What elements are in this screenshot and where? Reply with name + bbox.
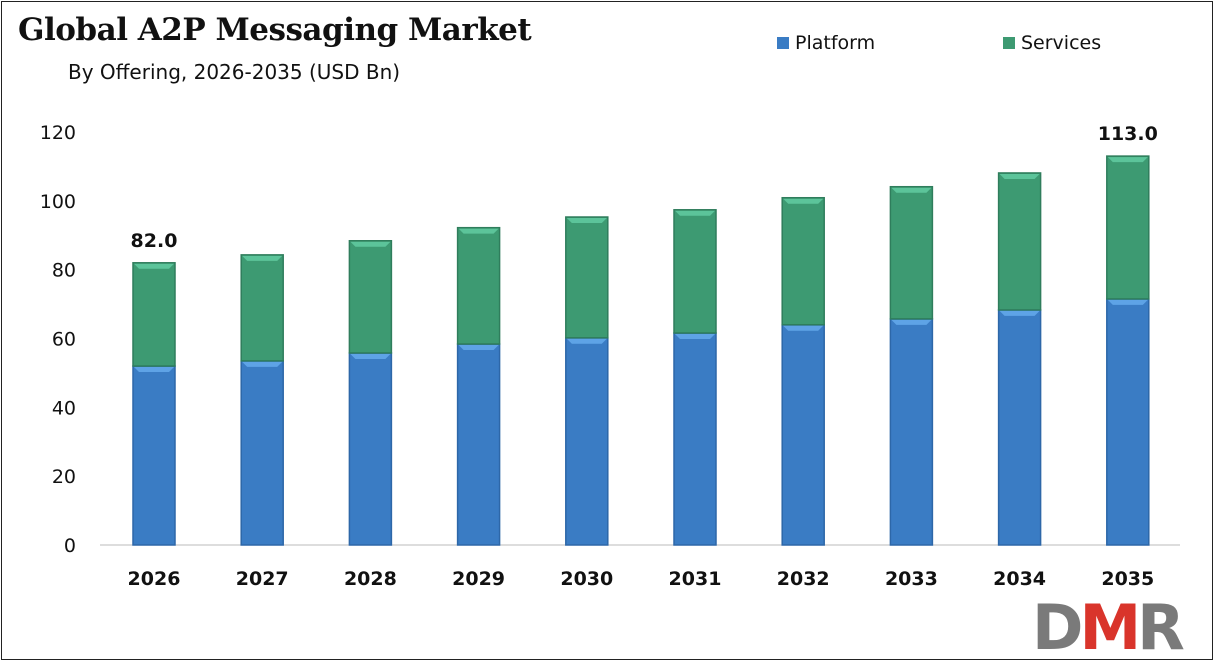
bar-platform-2033 bbox=[889, 318, 934, 546]
data-label: 113.0 bbox=[1098, 123, 1158, 145]
x-tick-label: 2026 bbox=[128, 568, 181, 590]
bar-services-2035 bbox=[1106, 155, 1150, 300]
bar-bevel bbox=[999, 173, 1040, 179]
dmr-logo: DMR bbox=[1032, 591, 1185, 664]
data-label: 82.0 bbox=[131, 230, 178, 252]
legend-swatch-platform bbox=[777, 37, 789, 49]
bar-bevel bbox=[1107, 157, 1148, 163]
bar-services-2030 bbox=[565, 216, 609, 339]
x-tick-label: 2033 bbox=[885, 568, 938, 590]
y-tick-label: 40 bbox=[52, 397, 76, 419]
x-tick-label: 2034 bbox=[993, 568, 1046, 590]
x-tick-label: 2031 bbox=[669, 568, 722, 590]
y-tick-label: 120 bbox=[40, 122, 76, 144]
legend-item-platform: Platform bbox=[777, 32, 875, 54]
y-tick-label: 20 bbox=[52, 466, 76, 488]
bar-bevel bbox=[242, 255, 283, 261]
bar-services-2031 bbox=[673, 209, 717, 334]
bar-services-2033 bbox=[889, 185, 934, 320]
chart-subtitle: By Offering, 2026-2035 (USD Bn) bbox=[68, 60, 401, 84]
bar-bevel bbox=[891, 187, 932, 193]
bar-platform-2030 bbox=[565, 337, 609, 546]
y-tick-label: 0 bbox=[64, 535, 76, 557]
bar-bevel bbox=[242, 361, 283, 367]
y-tick-label: 80 bbox=[52, 260, 76, 282]
bar-platform-2026 bbox=[132, 365, 176, 546]
bar-platform-2031 bbox=[673, 332, 717, 546]
bar-platform-2032 bbox=[781, 323, 825, 546]
legend-label-services: Services bbox=[1021, 32, 1102, 54]
bar-bevel bbox=[134, 367, 174, 373]
bar-bevel bbox=[458, 345, 499, 351]
legend-item-services: Services bbox=[1003, 32, 1101, 54]
bar-bevel bbox=[783, 325, 824, 331]
x-tick-label: 2028 bbox=[344, 568, 397, 590]
bar-platform-2034 bbox=[997, 309, 1042, 546]
x-tick-label: 2032 bbox=[777, 568, 830, 590]
bar-platform-2035 bbox=[1106, 298, 1150, 546]
bar-bevel bbox=[675, 333, 715, 339]
bar-bevel bbox=[675, 210, 715, 216]
bar-bevel bbox=[566, 218, 607, 224]
bar-services-2032 bbox=[781, 196, 825, 326]
bar-services-2028 bbox=[348, 240, 393, 354]
bar-bevel bbox=[999, 310, 1040, 316]
x-tick-label: 2027 bbox=[236, 568, 289, 590]
bar-services-2029 bbox=[456, 226, 501, 345]
bar-services-2034 bbox=[997, 172, 1042, 311]
y-tick-label: 100 bbox=[40, 191, 76, 213]
bar-bevel bbox=[1107, 299, 1148, 305]
bar-bevel bbox=[566, 338, 607, 344]
bar-bevel bbox=[350, 241, 391, 247]
bar-bevel bbox=[458, 228, 499, 234]
legend-swatch-services bbox=[1003, 37, 1015, 49]
bar-bevel bbox=[783, 198, 824, 204]
bar-platform-2027 bbox=[240, 360, 284, 546]
x-tick-label: 2030 bbox=[560, 568, 613, 590]
bar-bevel bbox=[134, 263, 174, 269]
bar-platform-2029 bbox=[456, 343, 501, 546]
bar-platform-2028 bbox=[348, 352, 393, 546]
x-tick-label: 2035 bbox=[1101, 568, 1154, 590]
bar-services-2026 bbox=[132, 262, 176, 367]
bar-bevel bbox=[350, 353, 391, 359]
bar-bevel bbox=[891, 319, 932, 325]
x-tick-label: 2029 bbox=[452, 568, 505, 590]
legend-label-platform: Platform bbox=[795, 32, 876, 54]
y-tick-label: 60 bbox=[52, 329, 76, 351]
chart-title: Global A2P Messaging Market bbox=[18, 12, 532, 48]
bar-services-2027 bbox=[240, 254, 284, 362]
